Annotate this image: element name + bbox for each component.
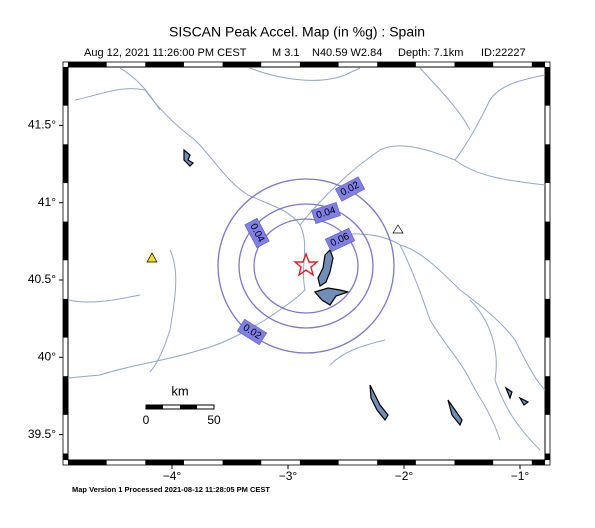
- border-segment: [299, 62, 339, 67]
- border-segment: [63, 67, 68, 106]
- border-segment: [454, 460, 494, 465]
- station-triangle: [392, 224, 404, 234]
- lon-tick-label: −3°: [279, 469, 298, 483]
- border-segment: [63, 298, 68, 338]
- border-segment: [454, 62, 494, 67]
- border-segment: [63, 453, 68, 460]
- station-triangle: [146, 252, 158, 263]
- border-segment: [545, 376, 550, 415]
- contour-line: [217, 178, 395, 354]
- border-segment: [68, 62, 107, 67]
- scale-segment: [146, 405, 163, 409]
- title: SISCAN Peak Accel. Map (in %g) : Spain: [169, 24, 425, 40]
- scale-segment: [180, 405, 197, 409]
- lat-tick-label: 40°: [38, 349, 56, 363]
- border-segment: [545, 144, 550, 183]
- lon-tick-label: −4°: [163, 469, 182, 483]
- epicenter: [293, 252, 319, 277]
- border-segment: [377, 460, 416, 465]
- scale-bar: km 0 50: [143, 383, 221, 427]
- contour-label: 0.02: [334, 176, 366, 202]
- border-segment: [545, 221, 550, 261]
- contours: [217, 178, 395, 354]
- rivers: [67, 67, 546, 451]
- subtitle: Aug 12, 2021 11:26:00 PM CEST M 3.1 N40.…: [84, 47, 526, 59]
- border-segment: [545, 453, 550, 460]
- scale-label: 0: [143, 413, 150, 427]
- border-segment: [68, 460, 107, 465]
- scale-unit: km: [171, 383, 188, 398]
- lon-tick-label: −1°: [511, 469, 530, 483]
- location: N40.59 W2.84: [312, 47, 382, 59]
- lon-tick-label: −2°: [395, 469, 414, 483]
- border-segment: [545, 298, 550, 338]
- contour-line: [253, 218, 359, 314]
- border-segment: [545, 67, 550, 106]
- lat-tick-label: 41°: [38, 195, 56, 209]
- border-segment: [531, 460, 545, 465]
- lakes: [183, 148, 530, 427]
- border-segment: [145, 460, 184, 465]
- contour-label: 0.06: [324, 227, 356, 253]
- border-segment: [63, 221, 68, 261]
- border-segment: [222, 460, 262, 465]
- border-segment: [299, 460, 339, 465]
- contour-label: 0.04: [311, 202, 341, 224]
- border-segment: [531, 62, 545, 67]
- border-segment: [145, 62, 184, 67]
- depth: Depth: 7.1km: [398, 47, 463, 59]
- scale-label: 50: [207, 413, 221, 427]
- border-segment: [63, 376, 68, 415]
- event-date: Aug 12, 2021 11:26:00 PM CEST: [84, 47, 247, 59]
- magnitude: M 3.1: [272, 47, 300, 59]
- event-id: ID:22227: [481, 47, 526, 59]
- map-border: [62, 61, 551, 466]
- contour-label: 0.04: [244, 217, 270, 249]
- lat-tick-label: 39.5°: [28, 427, 56, 441]
- border-segment: [377, 62, 416, 67]
- border-outline: [62, 61, 551, 466]
- border-segment: [63, 144, 68, 183]
- lat-tick-label: 40.5°: [28, 272, 56, 286]
- map-area: [67, 66, 546, 461]
- contour-line: [238, 203, 374, 329]
- footer: Map Version 1 Processed 2021-08-12 11:28…: [72, 485, 270, 494]
- lat-tick-label: 41.5°: [28, 118, 56, 132]
- border-segment: [222, 62, 262, 67]
